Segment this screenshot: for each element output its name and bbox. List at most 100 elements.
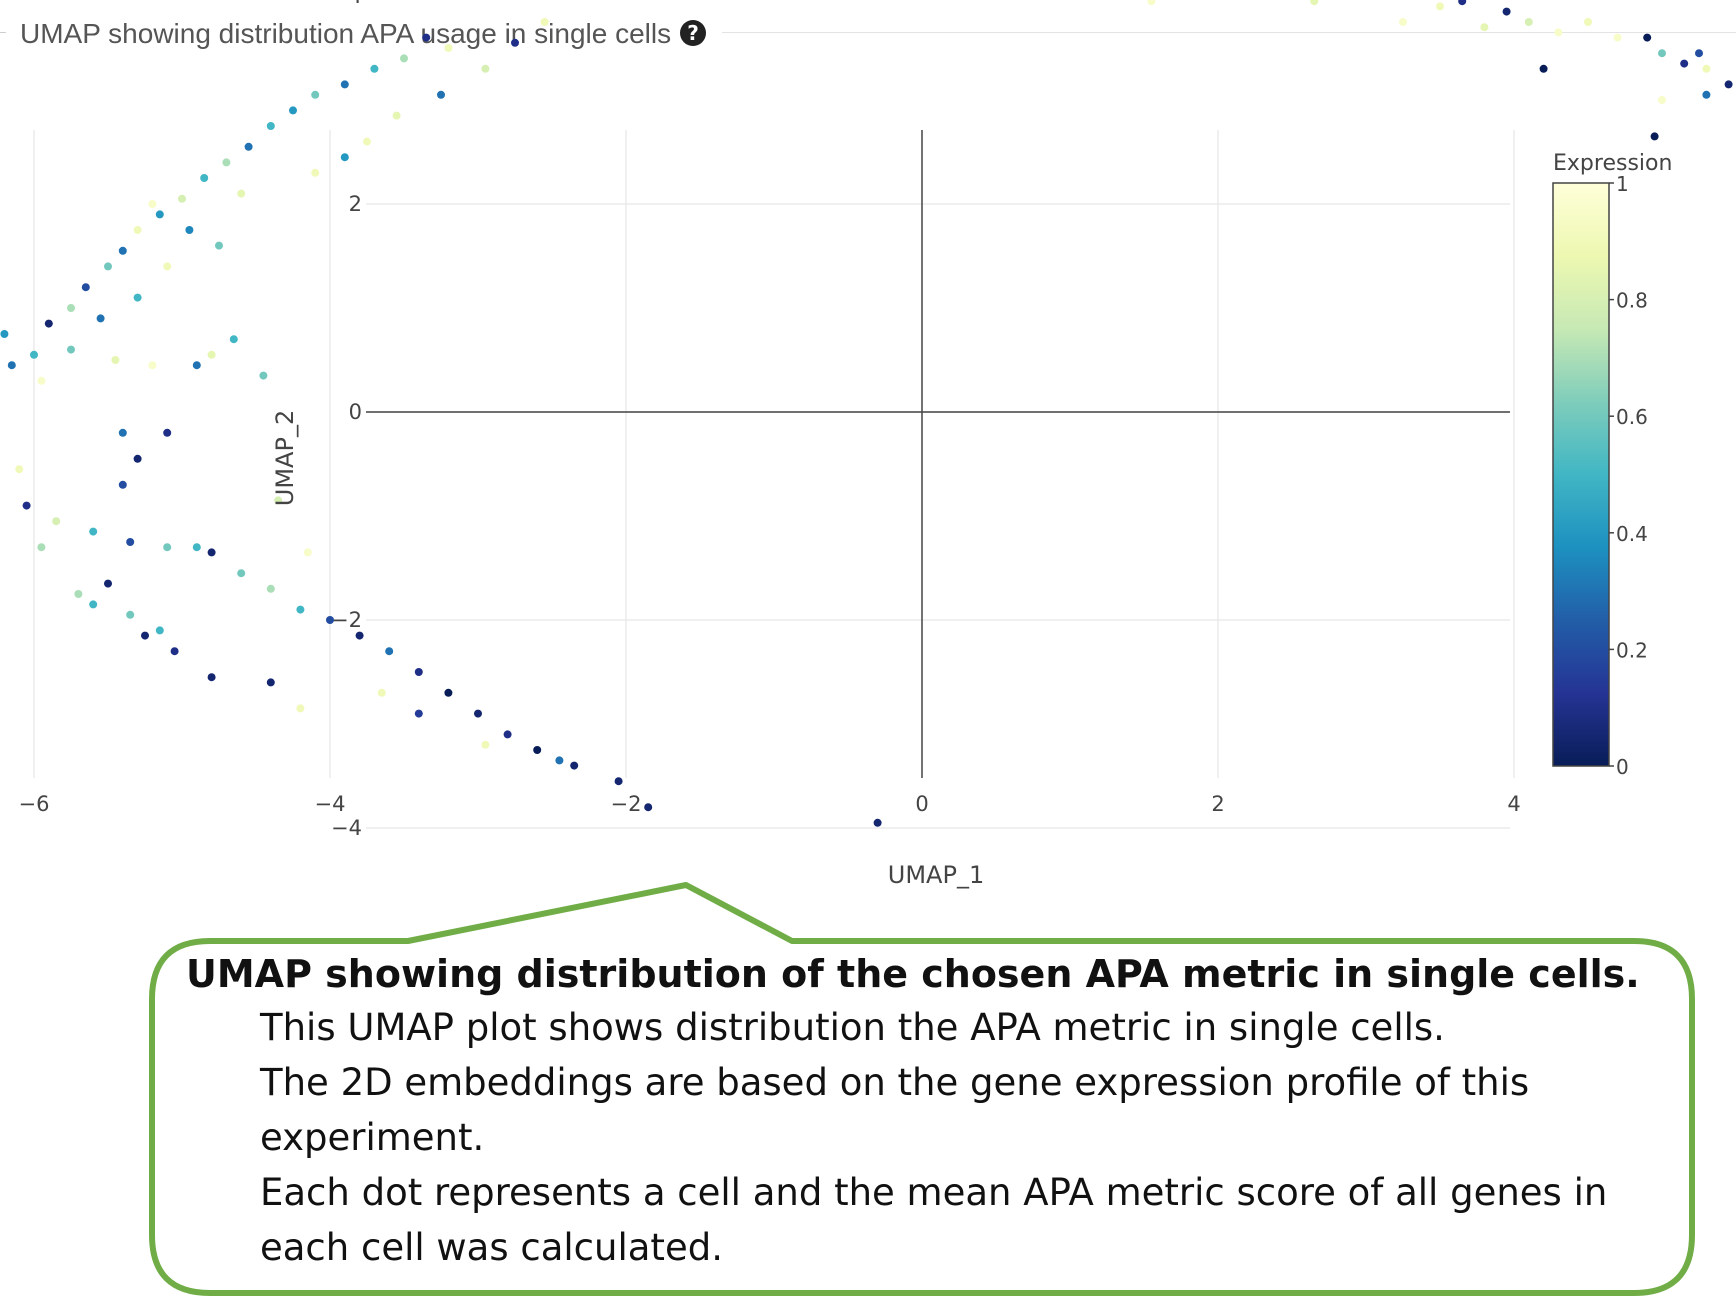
- header-left-divider: [0, 32, 6, 33]
- scatter-point: [1524, 18, 1533, 26]
- question-circle-icon[interactable]: ?: [680, 20, 706, 46]
- scatter-point: [1584, 18, 1592, 26]
- colorbar-gradient: [1552, 182, 1610, 767]
- scatter-point: [340, 153, 349, 162]
- scatter-point: [644, 803, 653, 812]
- callout-line: Each dot represents a cell and the mean …: [260, 1171, 1608, 1214]
- scatter-point: [873, 818, 882, 827]
- scatter-point: [104, 262, 112, 271]
- callout-line: The 2D embeddings are based on the gene …: [260, 1061, 1530, 1104]
- scatter-point: [1658, 49, 1666, 58]
- scatter-point: [414, 709, 423, 718]
- scatter-point: [89, 527, 98, 536]
- y-tick-label: 4: [349, 0, 362, 8]
- scatter-point: [141, 631, 149, 640]
- scatter-point: [1480, 23, 1489, 32]
- scatter-point: [207, 548, 216, 557]
- scatter-point: [96, 314, 105, 323]
- scatter-point: [237, 189, 246, 198]
- scatter-point: [296, 704, 305, 713]
- scatter-point: [259, 371, 268, 380]
- scatter-point: [444, 688, 453, 697]
- scatter-point: [37, 543, 46, 552]
- x-tick-labels: −6−4−20246: [19, 792, 1521, 816]
- scatter-point: [1554, 28, 1563, 37]
- scatter-point: [437, 90, 445, 99]
- scatter-point: [370, 64, 379, 73]
- scatter-point: [185, 226, 194, 234]
- scatter-point: [422, 33, 431, 42]
- scatter-point: [355, 631, 364, 640]
- colorbar-tick-label: 0.6: [1616, 405, 1648, 429]
- scatter-point: [0, 330, 9, 338]
- callout-box: [149, 882, 1695, 1296]
- scatter-point: [1702, 64, 1711, 73]
- scatter-point: [30, 350, 38, 359]
- scatter-point: [52, 517, 61, 526]
- scatter-point: [155, 626, 164, 635]
- scatter-point: [481, 740, 490, 749]
- scatter-point: [555, 756, 564, 765]
- scatter-point: [1680, 59, 1689, 68]
- callout-heading: UMAP showing distribution of the chosen …: [186, 952, 1640, 996]
- scatter-point: [385, 647, 394, 656]
- scatter-point: [37, 376, 46, 385]
- scatter-point: [474, 709, 482, 718]
- callout-outline: [149, 882, 1695, 1296]
- x-tick-label: 0: [915, 792, 928, 816]
- callout-line: experiment.: [260, 1116, 485, 1159]
- scatter-point: [400, 54, 408, 63]
- scatter-point: [74, 590, 83, 598]
- x-tick-label: 2: [1211, 792, 1224, 816]
- scatter-point: [148, 200, 157, 208]
- scatter-point: [44, 319, 53, 328]
- scatter-point: [163, 262, 172, 271]
- y-axis-label: UMAP_2: [271, 410, 299, 506]
- colorbar-tick-label: 0.4: [1616, 522, 1648, 546]
- callout-line: each cell was calculated.: [260, 1226, 723, 1269]
- y-tick-label: −2: [331, 608, 362, 632]
- scatter-point: [266, 584, 275, 593]
- zero-lines: [366, 130, 1510, 778]
- scatter-point: [444, 44, 453, 52]
- y-tick-label: 2: [349, 192, 362, 216]
- scatter-point: [570, 761, 579, 770]
- scatter-point: [192, 361, 201, 370]
- scatter-point: [266, 678, 275, 687]
- scatter-point: [503, 730, 512, 739]
- scatter-point: [311, 90, 320, 99]
- colorbar-tick-label: 1: [1616, 172, 1629, 196]
- scatter-point: [1436, 2, 1444, 11]
- scatter-point: [67, 345, 75, 354]
- scatter-point: [200, 174, 209, 182]
- scatter-point: [126, 538, 135, 546]
- scatter-point: [133, 226, 142, 234]
- colorbar-tick-label: 0: [1616, 755, 1629, 779]
- scatter-point: [1643, 33, 1652, 42]
- scatter-point: [1695, 49, 1703, 58]
- callout-text: UMAP showing distribution of the chosen …: [150, 948, 1680, 1275]
- scatter-point: [540, 18, 549, 26]
- scatter-point: [170, 647, 179, 656]
- scatter-point: [163, 543, 172, 552]
- scatter-point: [229, 335, 238, 344]
- x-tick-label: −6: [19, 792, 50, 816]
- scatter-point: [1458, 0, 1467, 6]
- x-tick-label: −4: [315, 792, 346, 816]
- scatter-point: [1399, 18, 1407, 26]
- scatter-point: [22, 501, 31, 510]
- scatter-point: [274, 496, 283, 505]
- scatter-point: [81, 283, 90, 292]
- colorbar: Expression 0 0.2 0.4 0.6 0.8 1: [1552, 151, 1672, 779]
- scatter-point: [303, 548, 312, 557]
- panel-header: UMAP showing distribution APA usage in s…: [0, 10, 1736, 56]
- scatter-point: [104, 579, 112, 588]
- scatter-point: [148, 361, 157, 370]
- scatter-point: [244, 142, 253, 151]
- callout-line: This UMAP plot shows distribution the AP…: [260, 1006, 1445, 1049]
- scatter-point: [296, 605, 305, 614]
- scatter-point: [511, 38, 519, 47]
- scatter-point: [163, 428, 172, 437]
- scatter-point: [363, 137, 371, 146]
